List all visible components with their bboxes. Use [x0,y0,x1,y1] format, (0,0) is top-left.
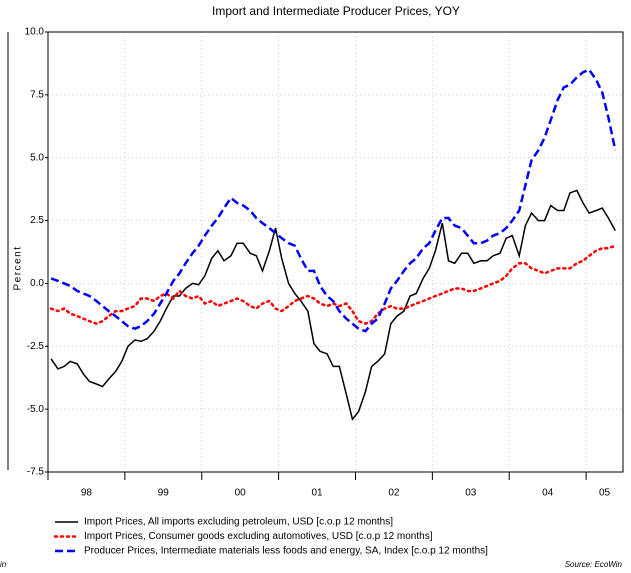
x-tick-label: 03 [465,488,477,499]
series-line [50,189,616,421]
y-axis-label: Percent [13,246,24,291]
y-tick-label: -2.5 [27,341,45,352]
y-tick-label: -5.0 [27,404,45,415]
chart-title: Import and Intermediate Producer Prices,… [212,4,460,18]
legend-label: Producer Prices, Intermediate materials … [84,546,488,557]
x-tick-label: 98 [81,488,93,499]
y-tick-label: 10.0 [25,27,45,38]
x-tick-label: 99 [158,488,170,499]
series-line [49,244,617,325]
clipped-text: in [0,560,7,569]
x-tick-label: 02 [388,488,400,499]
x-tick-label: 04 [542,488,554,499]
y-tick-label: 2.5 [30,215,44,226]
y-tick-label: 0.0 [30,278,44,289]
x-tick-label: 00 [235,488,247,499]
legend-label: Import Prices, Consumer goods excluding … [84,531,433,542]
plot-frame [47,31,624,473]
x-tick-label: 01 [311,488,323,499]
legend-label: Import Prices, All imports excluding pet… [84,517,393,528]
source-note: Source: EcoWin [565,560,623,569]
y-tick-label: -7.5 [27,467,45,478]
series-line [50,68,617,333]
x-tick-label: 05 [599,488,611,499]
y-tick-label: 7.5 [30,89,44,100]
y-tick-label: 5.0 [30,152,44,163]
